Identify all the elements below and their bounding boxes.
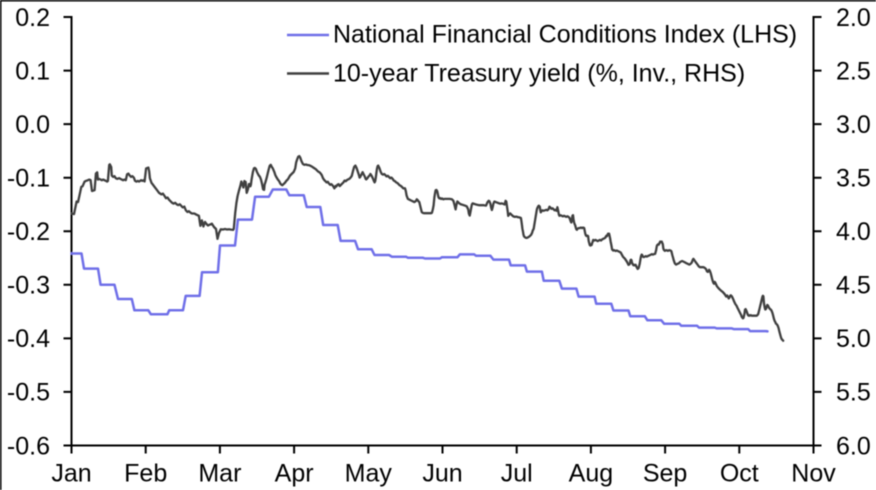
svg-text:Mar: Mar — [198, 460, 241, 488]
svg-text:-0.5: -0.5 — [7, 379, 50, 407]
svg-text:-0.1: -0.1 — [7, 165, 50, 193]
svg-text:-0.4: -0.4 — [7, 325, 50, 353]
svg-text:3.0: 3.0 — [836, 111, 871, 139]
svg-text:National Financial Conditions: National Financial Conditions Index (LHS… — [333, 21, 797, 49]
svg-text:Oct: Oct — [720, 460, 759, 488]
svg-text:3.5: 3.5 — [836, 165, 871, 193]
svg-text:6.0: 6.0 — [836, 432, 871, 460]
svg-text:5.0: 5.0 — [836, 325, 871, 353]
svg-text:0.0: 0.0 — [15, 111, 50, 139]
svg-text:0.1: 0.1 — [15, 57, 50, 85]
svg-text:0.2: 0.2 — [15, 4, 50, 32]
svg-text:Apr: Apr — [275, 460, 314, 488]
svg-text:May: May — [345, 460, 393, 488]
svg-text:Jan: Jan — [51, 460, 91, 488]
svg-text:Aug: Aug — [569, 460, 613, 488]
svg-text:-0.2: -0.2 — [7, 218, 50, 246]
svg-text:Jul: Jul — [501, 460, 533, 488]
svg-text:4.0: 4.0 — [836, 218, 871, 246]
svg-text:2.5: 2.5 — [836, 57, 871, 85]
svg-text:4.5: 4.5 — [836, 272, 871, 300]
svg-text:-0.6: -0.6 — [7, 432, 50, 460]
svg-text:2.0: 2.0 — [836, 4, 871, 32]
svg-text:Nov: Nov — [791, 460, 836, 488]
svg-text:Jun: Jun — [422, 460, 462, 488]
svg-text:Sep: Sep — [643, 460, 687, 488]
svg-text:-0.3: -0.3 — [7, 272, 50, 300]
svg-text:5.5: 5.5 — [836, 379, 871, 407]
svg-text:10-year Treasury yield (%, Inv: 10-year Treasury yield (%, Inv., RHS) — [333, 60, 745, 88]
svg-text:Feb: Feb — [124, 460, 167, 488]
